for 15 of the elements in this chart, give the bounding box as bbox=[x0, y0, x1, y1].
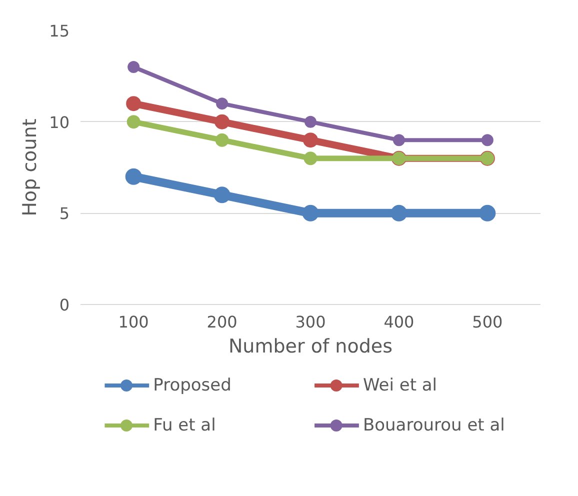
legend-label: Proposed bbox=[153, 376, 232, 396]
x-tick-label: 400 bbox=[384, 312, 414, 332]
y-axis-title: Hop count bbox=[19, 118, 42, 216]
y-tick-label: 10 bbox=[49, 112, 70, 132]
legend-label: Wei et al bbox=[362, 376, 438, 396]
legend-label: Fu et al bbox=[153, 416, 216, 436]
x-tick-label: 200 bbox=[206, 312, 238, 332]
x-tick-label: 100 bbox=[118, 312, 149, 332]
x-axis-title: Number of nodes bbox=[228, 336, 393, 358]
x-tick-label: 500 bbox=[472, 312, 503, 332]
y-tick-label: 5 bbox=[59, 204, 70, 224]
y-tick-label: 0 bbox=[59, 296, 70, 314]
legend-label: Bouarourou et al bbox=[362, 416, 505, 436]
x-tick-label: 300 bbox=[295, 312, 326, 332]
y-tick-label: 15 bbox=[49, 22, 70, 40]
